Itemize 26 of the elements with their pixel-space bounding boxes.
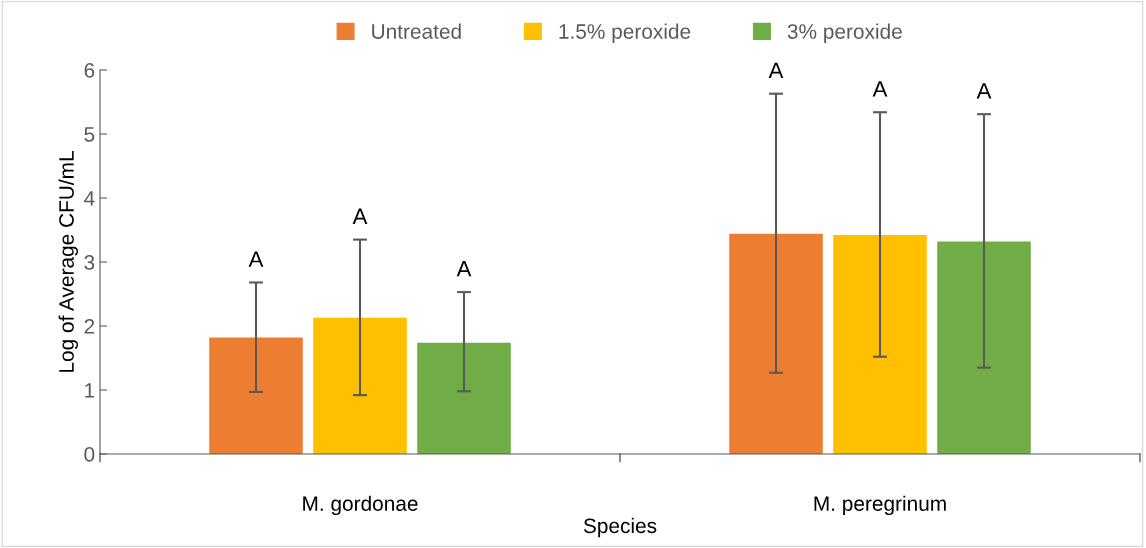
annotation: A [456,261,472,277]
bar [417,342,511,454]
legend-label: 3% peroxide [787,23,902,43]
x-tick-label: M. gordonae [303,495,418,516]
x-axis-title: Species [583,517,657,538]
y-tick-label: 5 [84,127,95,142]
y-tick-label: 3 [84,255,95,270]
annotation: A [352,208,368,224]
annotation: A [248,251,264,267]
y-tick-label: 4 [84,191,95,206]
y-tick-label: 2 [84,319,95,334]
y-axis-title: Log of Average CFU/mL [58,151,78,372]
x-tick-label: M. peregrinum [814,495,946,516]
bar [209,337,303,454]
bar [937,241,1031,454]
legend-label: Untreated [372,23,461,39]
bar [729,233,823,454]
annotation: A [976,83,992,99]
y-tick-label: 6 [84,63,95,78]
bar [833,235,927,454]
annotation: A [768,62,784,78]
y-tick-label: 1 [85,383,95,398]
y-tick-label: 0 [84,447,95,462]
annotation: A [872,81,888,97]
legend-label: 1.5% peroxide [559,23,691,43]
bar [313,317,407,454]
